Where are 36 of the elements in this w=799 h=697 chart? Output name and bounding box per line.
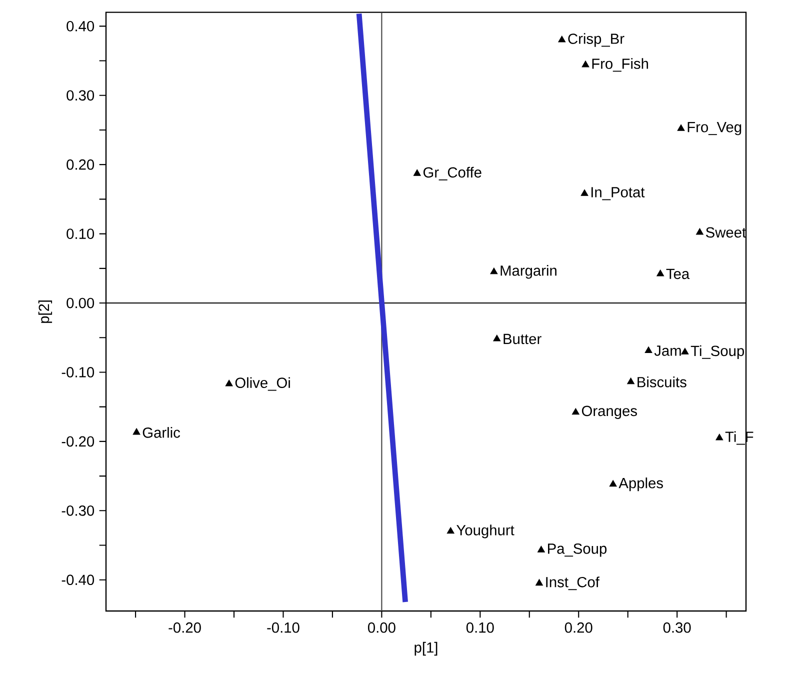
x-tick-label: -0.10	[267, 622, 300, 633]
annotation: Garlic	[142, 427, 180, 438]
annotation: Oranges	[582, 406, 637, 419]
y-axis-title: p[2]	[38, 300, 52, 323]
annotation: Youghurt	[456, 524, 514, 538]
annotation: Jam	[654, 346, 681, 356]
annotation: Inst_Cof	[546, 576, 600, 590]
annotation: Gr_Coffe	[423, 166, 482, 180]
y-tick-label: 0.20	[66, 159, 94, 170]
annotation: Sweet	[706, 227, 746, 238]
x-tick-label: 0.30	[663, 622, 691, 633]
y-tick-label: 0.10	[66, 228, 94, 239]
annotation: Pa_Soup	[548, 543, 607, 557]
y-tick-label: -0.40	[62, 574, 94, 586]
y-tick-label: 0.30	[66, 90, 94, 101]
annotation: Fro_Veg	[688, 122, 742, 136]
x-tick-label: 0.00	[368, 622, 396, 633]
y-tick-label: 0.00	[66, 298, 94, 308]
x-tick-label: 0.20	[564, 622, 592, 633]
x-axis-title: p[1]	[414, 642, 438, 656]
y-tick-label: 0.40	[66, 20, 94, 32]
x-tick-label: 0.10	[466, 622, 494, 633]
annotation: Tea	[666, 268, 690, 280]
x-tick-label: -0.20	[168, 622, 201, 633]
annotation: Apples	[618, 478, 663, 492]
annotation: Biscuits	[638, 376, 686, 388]
annotation: In_Potat	[591, 187, 645, 200]
annotation: Butter	[504, 334, 542, 344]
annotation: Olive_Oi	[235, 377, 290, 391]
annotation: Margarin	[500, 265, 556, 279]
annotation: Fro_Fish	[592, 58, 648, 72]
annotation: Ti_Soup	[690, 345, 744, 359]
y-tick-label: -0.20	[62, 436, 94, 447]
annotation: Crisp_Br	[568, 33, 624, 47]
y-tick-label: -0.10	[62, 367, 94, 378]
y-tick-label: -0.30	[62, 505, 94, 516]
